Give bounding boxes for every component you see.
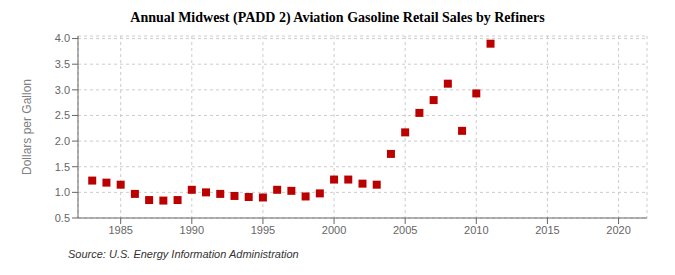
svg-text:2015: 2015 <box>535 224 559 236</box>
svg-text:3.5: 3.5 <box>55 58 70 70</box>
html-text:Annual Midwest (PADD 2) Aviati: Annual Midwest (PADD 2) Aviation Gasolin… <box>130 10 545 25</box>
svg-text:2000: 2000 <box>322 224 346 236</box>
svg-text:1985: 1985 <box>108 224 132 236</box>
svg-text:2020: 2020 <box>606 224 630 236</box>
svg-text:0.5: 0.5 <box>55 212 70 224</box>
svg-text:4.0: 4.0 <box>55 32 70 44</box>
svg-text:3.0: 3.0 <box>55 84 70 96</box>
svg-text:1990: 1990 <box>180 224 204 236</box>
svg-text:1.0: 1.0 <box>55 186 70 198</box>
svg-text:1995: 1995 <box>251 224 275 236</box>
svg-text:1.5: 1.5 <box>55 161 70 173</box>
svg-text:2.0: 2.0 <box>55 135 70 147</box>
svg-text:Dollars per Gallon: Dollars per Gallon <box>20 79 34 175</box>
svg-text:2.5: 2.5 <box>55 109 70 121</box>
svg-text:2010: 2010 <box>464 224 488 236</box>
svg-text:2005: 2005 <box>393 224 417 236</box>
html-text:Source: U.S. Energy Informatio: Source: U.S. Energy Information Administ… <box>68 248 299 260</box>
